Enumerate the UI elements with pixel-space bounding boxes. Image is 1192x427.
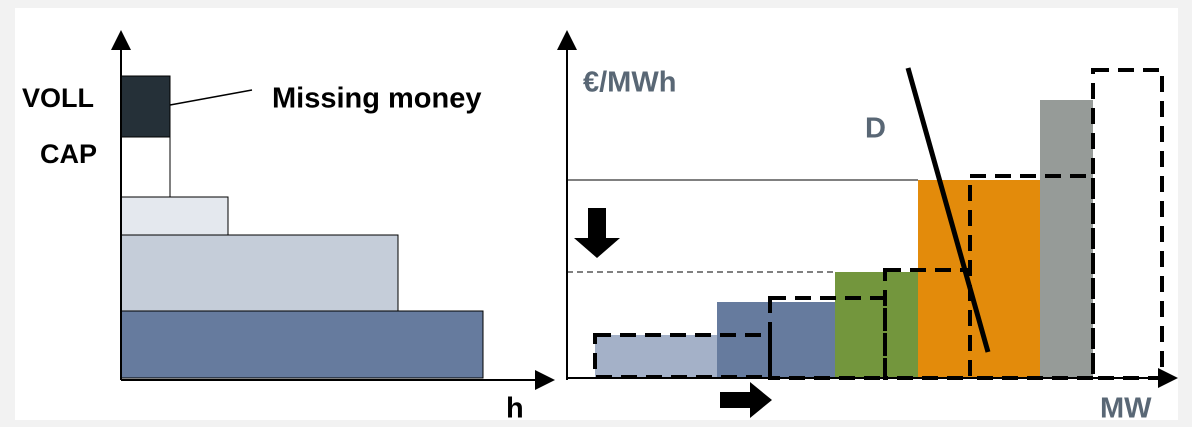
down-arrow [574, 208, 620, 258]
missing-money-block [120, 75, 171, 138]
x-axis-label: MW [1100, 393, 1152, 425]
supply-block [1040, 100, 1093, 378]
right-panel: €/MWh D MW [557, 30, 1178, 425]
block [120, 234, 399, 312]
missing-money-label: Missing money [272, 83, 482, 115]
right-arrow [720, 382, 772, 418]
supply-block [918, 180, 1040, 378]
demand-line [905, 67, 991, 353]
y-axis-label: €/MWh [583, 67, 676, 99]
leader-line [169, 89, 253, 106]
cap-label: CAP [40, 139, 97, 169]
block [120, 310, 484, 379]
block [120, 136, 171, 198]
demand-label: D [865, 113, 886, 145]
voll-label: VOLL [22, 83, 94, 113]
supply-block [595, 335, 717, 378]
x-axis-label: h [506, 393, 524, 425]
supply-block [717, 302, 835, 378]
block [120, 196, 229, 236]
supply-block [835, 272, 918, 378]
left-panel: VOLL CAP Missing money h [22, 30, 555, 425]
